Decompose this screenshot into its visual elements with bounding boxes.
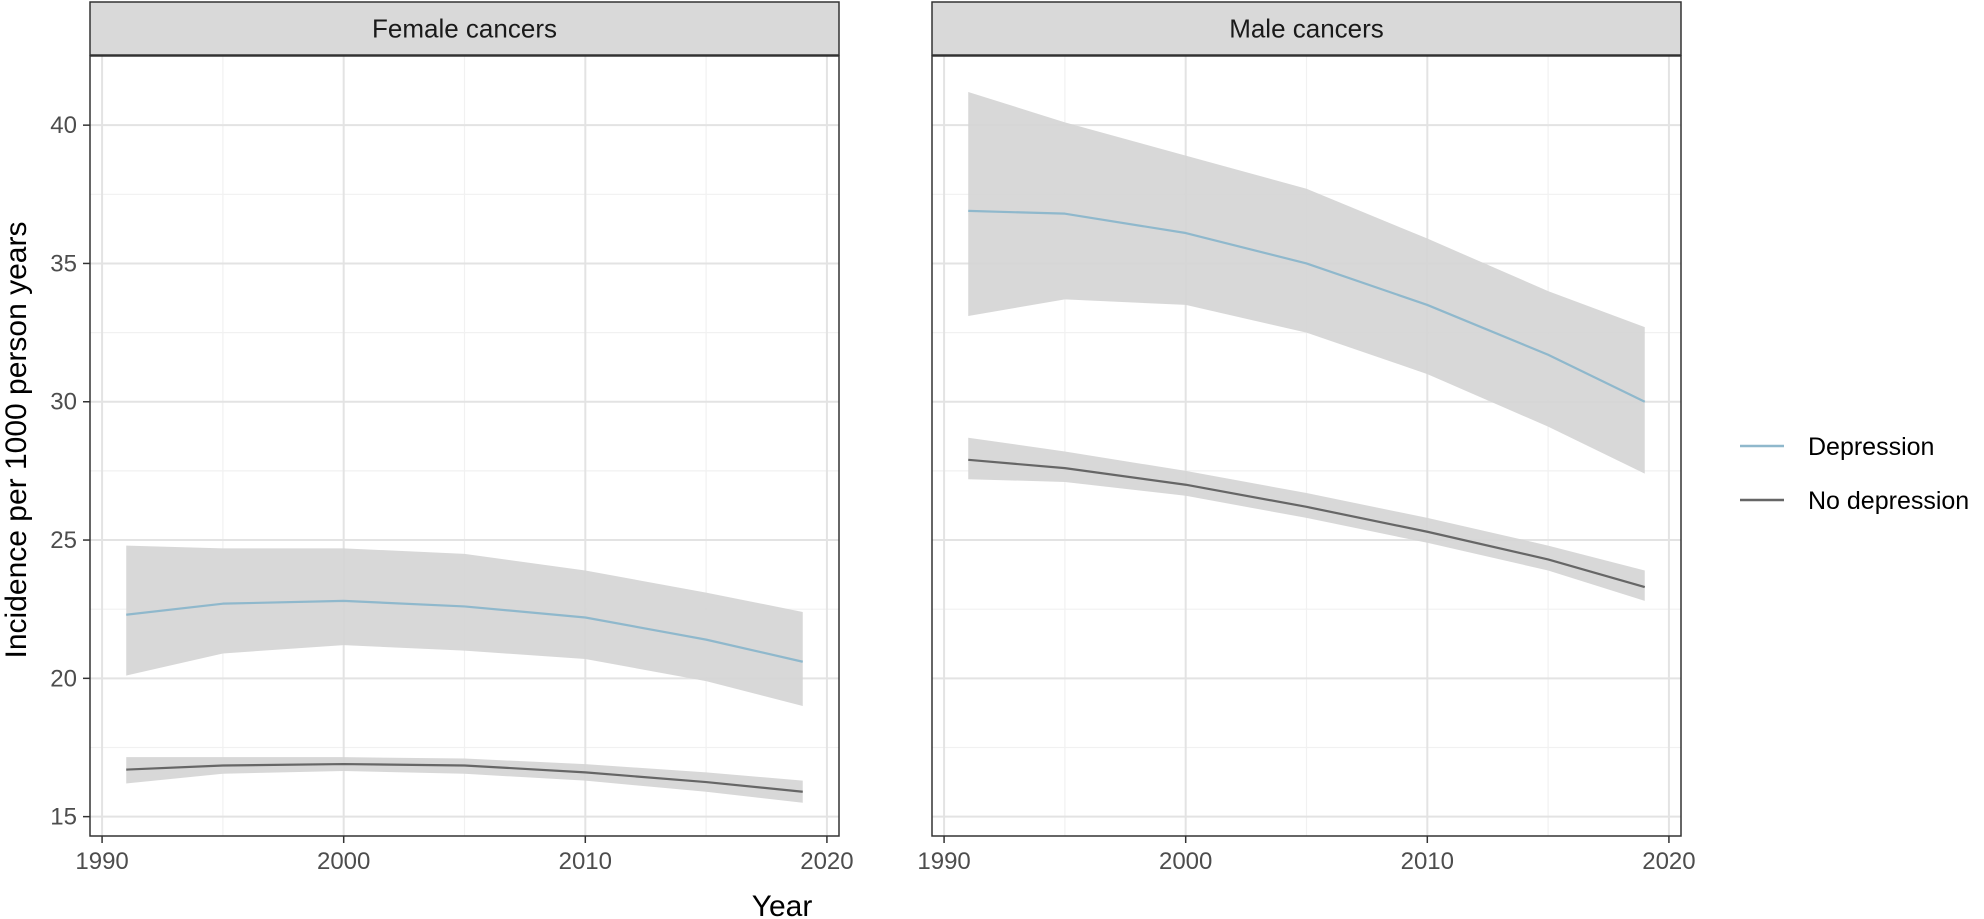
legend-item-no-depression: No depression bbox=[1740, 487, 1969, 515]
y-tick-label: 35 bbox=[50, 250, 77, 277]
facet-strip-label: Female cancers bbox=[372, 14, 557, 44]
y-tick-label: 15 bbox=[50, 804, 77, 831]
x-tick-label: 2020 bbox=[1642, 848, 1695, 875]
facet-strip bbox=[89, 1, 840, 56]
y-tick-label: 25 bbox=[50, 527, 77, 554]
x-tick-label: 2000 bbox=[317, 848, 370, 875]
series-line-depression bbox=[968, 209, 1646, 403]
legend-label: No depression bbox=[1808, 487, 1969, 515]
confidence-band-no-depression bbox=[126, 757, 803, 803]
x-axis-title: Year bbox=[752, 890, 813, 919]
y-axis-title: Incidence per 1000 person years bbox=[0, 222, 33, 659]
legend: Depression No depression bbox=[1740, 433, 1969, 515]
chart-panels: Female cancers 1990 2000 2010 2020 15 20 25 30 35… bbox=[50, 1, 1696, 875]
panel-2: Male cancers 1990 2000 2010 2020 bbox=[917, 1, 1696, 875]
legend-item-depression: Depression bbox=[1740, 433, 1934, 461]
series-line-no-depression bbox=[126, 762, 803, 793]
facet-strip-label: Male cancers bbox=[1229, 14, 1384, 44]
x-tick-label: 2000 bbox=[1159, 848, 1212, 875]
confidence-band-depression bbox=[968, 91, 1645, 474]
x-tick-label: 2020 bbox=[800, 848, 853, 875]
y-tick-label: 40 bbox=[50, 112, 77, 139]
y-tick-label: 30 bbox=[50, 389, 77, 416]
x-tick-label: 1990 bbox=[917, 848, 970, 875]
panel-border bbox=[931, 55, 1682, 837]
x-tick-label: 2010 bbox=[559, 848, 612, 875]
x-tick-label: 2010 bbox=[1401, 848, 1454, 875]
facet-strip bbox=[931, 1, 1682, 56]
series-line-depression bbox=[126, 599, 804, 663]
legend-label: Depression bbox=[1808, 433, 1934, 461]
y-tick-label: 20 bbox=[50, 665, 77, 692]
panel-border bbox=[89, 55, 840, 837]
panel-1: Female cancers 1990 2000 2010 2020 15 20 25 30 35… bbox=[50, 1, 854, 875]
confidence-band-depression bbox=[126, 545, 803, 706]
series-line-no-depression bbox=[968, 458, 1646, 589]
x-tick-label: 1990 bbox=[75, 848, 128, 875]
